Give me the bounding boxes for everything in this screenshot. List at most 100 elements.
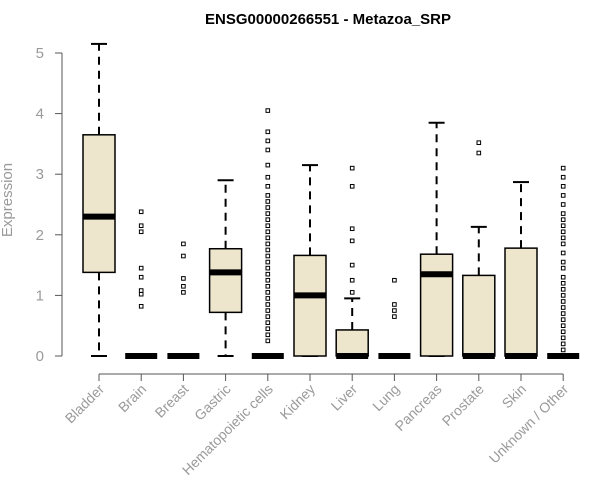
- y-axis-label: Expression: [0, 163, 16, 237]
- outlier-point: [265, 265, 271, 271]
- outlier-point: [560, 165, 566, 171]
- outlier-point: [560, 287, 566, 292]
- outlier-point: [560, 280, 566, 286]
- x-tick-label-lung: Lung: [369, 381, 402, 414]
- outlier-point: [349, 238, 355, 244]
- outlier-point: [560, 174, 566, 180]
- outlier-point: [138, 288, 144, 293]
- boxes: [82, 42, 580, 359]
- box-unknown-other: [547, 165, 580, 359]
- outlier-point: [392, 302, 397, 307]
- outlier-point: [181, 276, 186, 281]
- x-tick-label-brain: Brain: [115, 381, 149, 415]
- box-iqr: [335, 329, 369, 357]
- outlier-point: [265, 217, 271, 222]
- outlier-point: [138, 291, 144, 297]
- y-tick-label: 4: [36, 106, 44, 123]
- outlier-point: [392, 308, 397, 313]
- outlier-point: [560, 184, 566, 189]
- box-hematopoietic-cells: [251, 108, 284, 359]
- outlier-point: [265, 138, 271, 144]
- x-tick-label-prostate: Prostate: [439, 381, 487, 429]
- box-iqr: [208, 247, 243, 314]
- outlier-point: [476, 150, 482, 156]
- outlier-point: [476, 140, 482, 145]
- outlier-point: [265, 308, 271, 313]
- outlier-point: [265, 193, 271, 198]
- x-tick-label-breast: Breast: [152, 381, 192, 421]
- outlier-point: [181, 290, 186, 295]
- outlier-point: [349, 165, 355, 171]
- outlier-point: [265, 229, 271, 235]
- box-iqr: [419, 253, 454, 357]
- y-tick-label: 3: [36, 166, 44, 183]
- outlier-point: [560, 323, 566, 328]
- outlier-point: [265, 184, 271, 189]
- box-gastric: [208, 179, 243, 357]
- outlier-point: [138, 304, 144, 309]
- box-bladder: [82, 42, 116, 357]
- outlier-point: [265, 241, 271, 247]
- outlier-point: [560, 311, 566, 316]
- box-liver: [335, 165, 369, 359]
- box-skin: [504, 181, 538, 359]
- y-tick-label: 1: [36, 287, 44, 304]
- outlier-point: [560, 259, 566, 265]
- box-lung: [378, 277, 411, 359]
- outlier-point: [560, 347, 566, 353]
- box-pancreas: [419, 121, 454, 357]
- box-iqr: [293, 254, 327, 357]
- outlier-point: [265, 326, 271, 332]
- outlier-point: [560, 229, 566, 235]
- outlier-point: [560, 235, 566, 241]
- x-tick-label-pancreas: Pancreas: [392, 381, 445, 434]
- outlier-point: [349, 226, 355, 232]
- outlier-point: [560, 329, 566, 335]
- outlier-point: [265, 147, 271, 153]
- outlier-point: [265, 129, 271, 135]
- x-tick-label-bladder: Bladder: [62, 381, 108, 427]
- outlier-point: [265, 211, 271, 216]
- outlier-point: [265, 235, 271, 241]
- outlier-point: [560, 299, 566, 304]
- x-tick-label-unknown-other: Unknown / Other: [486, 381, 572, 467]
- box-brain: [125, 209, 158, 359]
- outlier-point: [265, 108, 271, 113]
- box-iqr: [82, 134, 116, 274]
- outlier-point: [560, 335, 566, 341]
- outlier-point: [560, 250, 566, 256]
- outlier-point: [138, 229, 144, 235]
- outlier-point: [138, 223, 144, 229]
- outlier-point: [560, 341, 566, 347]
- outlier-point: [265, 290, 271, 295]
- outlier-point: [265, 338, 271, 344]
- outlier-point: [560, 274, 566, 280]
- box-prostate: [462, 140, 496, 359]
- outlier-point: [265, 314, 271, 319]
- y-tick-label: 2: [36, 227, 44, 244]
- outlier-point: [138, 274, 144, 280]
- outlier-point: [560, 211, 566, 216]
- y-tick-label: 5: [36, 45, 44, 62]
- outlier-point: [560, 265, 566, 271]
- outlier-point: [265, 277, 271, 283]
- outlier-point: [349, 184, 355, 189]
- box-breast: [167, 241, 200, 359]
- outlier-point: [265, 320, 271, 325]
- x-tick-label-liver: Liver: [328, 381, 361, 414]
- outlier-point: [392, 314, 397, 319]
- outlier-point: [560, 223, 566, 229]
- outlier-point: [560, 317, 566, 322]
- x-tick-label-skin: Skin: [499, 381, 530, 412]
- outlier-point: [138, 265, 144, 271]
- x-tick-label-kidney: Kidney: [277, 381, 319, 423]
- outlier-point: [560, 241, 566, 247]
- outlier-point: [181, 241, 186, 247]
- outlier-point: [560, 193, 566, 198]
- outlier-point: [349, 290, 355, 295]
- outlier-point: [265, 259, 271, 265]
- box-kidney: [293, 164, 327, 357]
- outlier-point: [265, 271, 271, 277]
- outlier-point: [349, 277, 355, 283]
